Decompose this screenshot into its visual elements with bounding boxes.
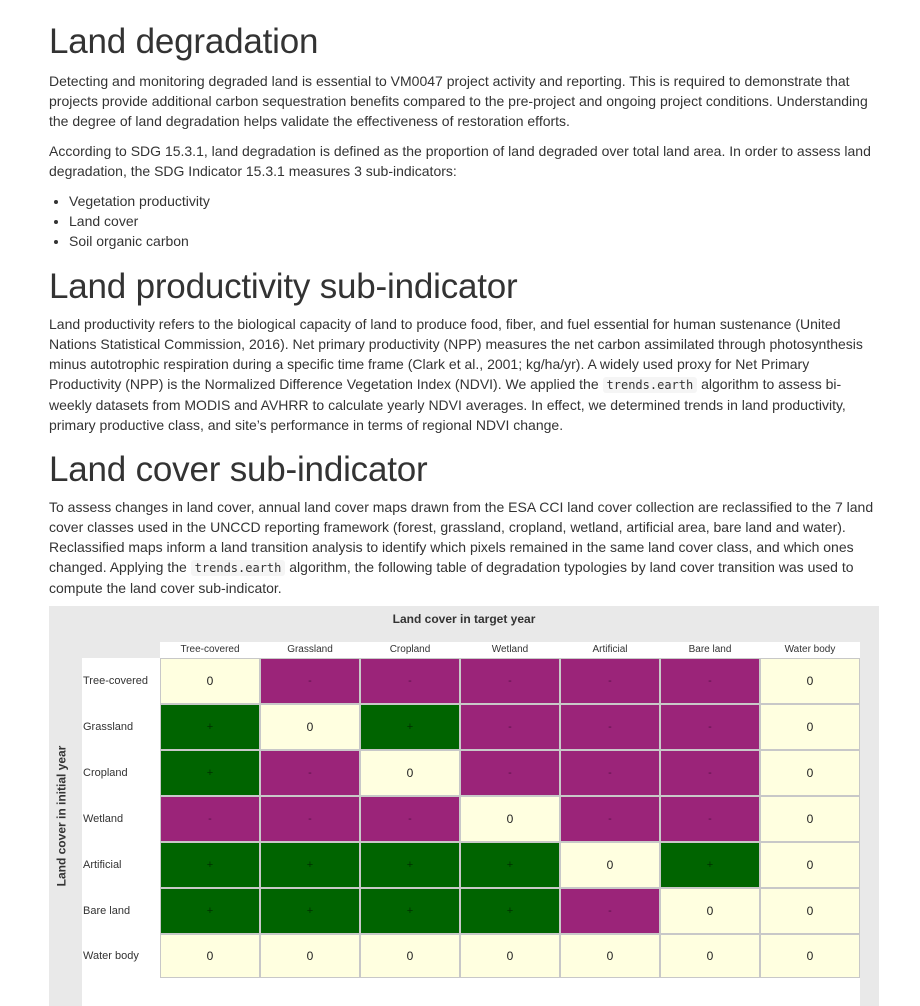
matrix-y-title-wrap: Land cover in initial year	[53, 736, 69, 896]
matrix-cell: -	[460, 704, 560, 750]
matrix-cell: -	[660, 750, 760, 796]
matrix-column-header: Water body	[784, 644, 836, 655]
matrix-cell: +	[460, 842, 560, 888]
paragraph-intro: Detecting and monitoring degraded land i…	[49, 73, 868, 129]
text-segment: Land productivity refers to the biologic…	[49, 316, 863, 392]
matrix-row-label: Water body	[83, 950, 139, 962]
text-segment: To assess changes in land cover, annual …	[49, 499, 874, 575]
code-trends-earth: trends.earth	[602, 377, 698, 393]
list-item: Land cover	[69, 211, 210, 231]
matrix-cell: 0	[260, 704, 360, 750]
matrix-cell: -	[560, 750, 660, 796]
matrix-cell: -	[360, 658, 460, 704]
matrix-column-headers: Tree-covered Grassland Cropland Wetland Arti…	[160, 642, 860, 658]
list-item: Vegetation productivity	[69, 191, 210, 211]
matrix-title: Land cover in target year	[392, 612, 536, 626]
matrix-cell: -	[660, 704, 760, 750]
matrix-cell: 0	[760, 842, 860, 888]
matrix-cell: -	[560, 658, 660, 704]
matrix-cell: 0	[160, 934, 260, 978]
matrix-cell: -	[560, 704, 660, 750]
matrix-cell: 0	[760, 704, 860, 750]
matrix-cell: -	[260, 658, 360, 704]
matrix-cell: +	[260, 888, 360, 934]
matrix-cell: +	[460, 888, 560, 934]
matrix-cell: -	[460, 658, 560, 704]
matrix-cell: +	[160, 842, 260, 888]
matrix-cell: 0	[560, 934, 660, 978]
matrix-cell: -	[560, 888, 660, 934]
matrix-cell: 0	[560, 842, 660, 888]
matrix-cell: 0	[660, 888, 760, 934]
matrix-cell: +	[260, 842, 360, 888]
matrix-cell: 0	[660, 934, 760, 978]
matrix-column-header: Grassland	[287, 644, 333, 655]
matrix-cell: -	[260, 796, 360, 842]
paragraph-sdg: According to SDG 15.3.1, land degradatio…	[49, 143, 871, 179]
matrix-cell: +	[660, 842, 760, 888]
heading-land-cover: Land cover sub-indicator	[49, 450, 428, 489]
land-cover-transition-matrix: Land cover in target year Land cover in …	[49, 606, 879, 1006]
matrix-cell: 0	[360, 750, 460, 796]
matrix-row-label: Cropland	[83, 767, 128, 779]
text-segment: algorithm to assess bi-weekly datasets f…	[49, 376, 846, 433]
matrix-cell: 0	[160, 658, 260, 704]
matrix-cell: -	[260, 750, 360, 796]
matrix-cell: 0	[760, 934, 860, 978]
sub-indicator-list: Vegetation productivity Land cover Soil …	[49, 191, 210, 251]
text-segment: algorithm, the following table of degrad…	[49, 559, 854, 596]
matrix-cell: 0	[760, 796, 860, 842]
matrix-cell: +	[360, 888, 460, 934]
matrix-column-header: Wetland	[491, 644, 529, 655]
matrix-cell: 0	[360, 934, 460, 978]
matrix-cell: +	[360, 704, 460, 750]
matrix-y-title: Land cover in initial year	[54, 745, 68, 887]
matrix-cell: -	[660, 658, 760, 704]
matrix-cell: 0	[460, 796, 560, 842]
matrix-cell: 0	[760, 888, 860, 934]
list-item: Soil organic carbon	[69, 231, 210, 251]
matrix-column-header: Bare land	[688, 644, 732, 655]
matrix-cell: -	[360, 796, 460, 842]
matrix-cell: 0	[460, 934, 560, 978]
matrix-cell: -	[460, 750, 560, 796]
matrix-cell: +	[160, 750, 260, 796]
matrix-grid: 0- - - - -0 +0 + - - -0 + -0- - -0- - -0- -0 + + + +0 +0 + + + + -…	[160, 658, 860, 1006]
matrix-column-header: Cropland	[389, 644, 431, 655]
matrix-cell: -	[160, 796, 260, 842]
matrix-column-header: Tree-covered	[180, 644, 240, 655]
matrix-row-label: Grassland	[83, 721, 134, 733]
matrix-column-header: Artificial	[592, 644, 628, 655]
matrix-row-labels: Tree-covered Grassland Cropland Wetland Arti…	[82, 658, 160, 1006]
matrix-cell: +	[160, 888, 260, 934]
matrix-cell: 0	[260, 934, 360, 978]
paragraph-land-cover: To assess changes in land cover, annual …	[49, 497, 880, 598]
matrix-cell: -	[560, 796, 660, 842]
matrix-cell: 0	[760, 750, 860, 796]
matrix-cell: -	[660, 796, 760, 842]
matrix-row-label: Bare land	[83, 905, 131, 917]
matrix-row-label: Wetland	[83, 813, 124, 825]
code-trends-earth: trends.earth	[190, 560, 286, 576]
matrix-cell: 0	[760, 658, 860, 704]
paragraph-productivity: Land productivity refers to the biologic…	[49, 314, 880, 435]
matrix-row-label: Tree-covered	[83, 675, 149, 687]
matrix-cell: +	[160, 704, 260, 750]
matrix-cell: +	[360, 842, 460, 888]
heading-land-productivity: Land productivity sub-indicator	[49, 267, 518, 306]
matrix-row-label: Artificial	[83, 859, 122, 871]
heading-land-degradation: Land degradation	[49, 22, 319, 61]
